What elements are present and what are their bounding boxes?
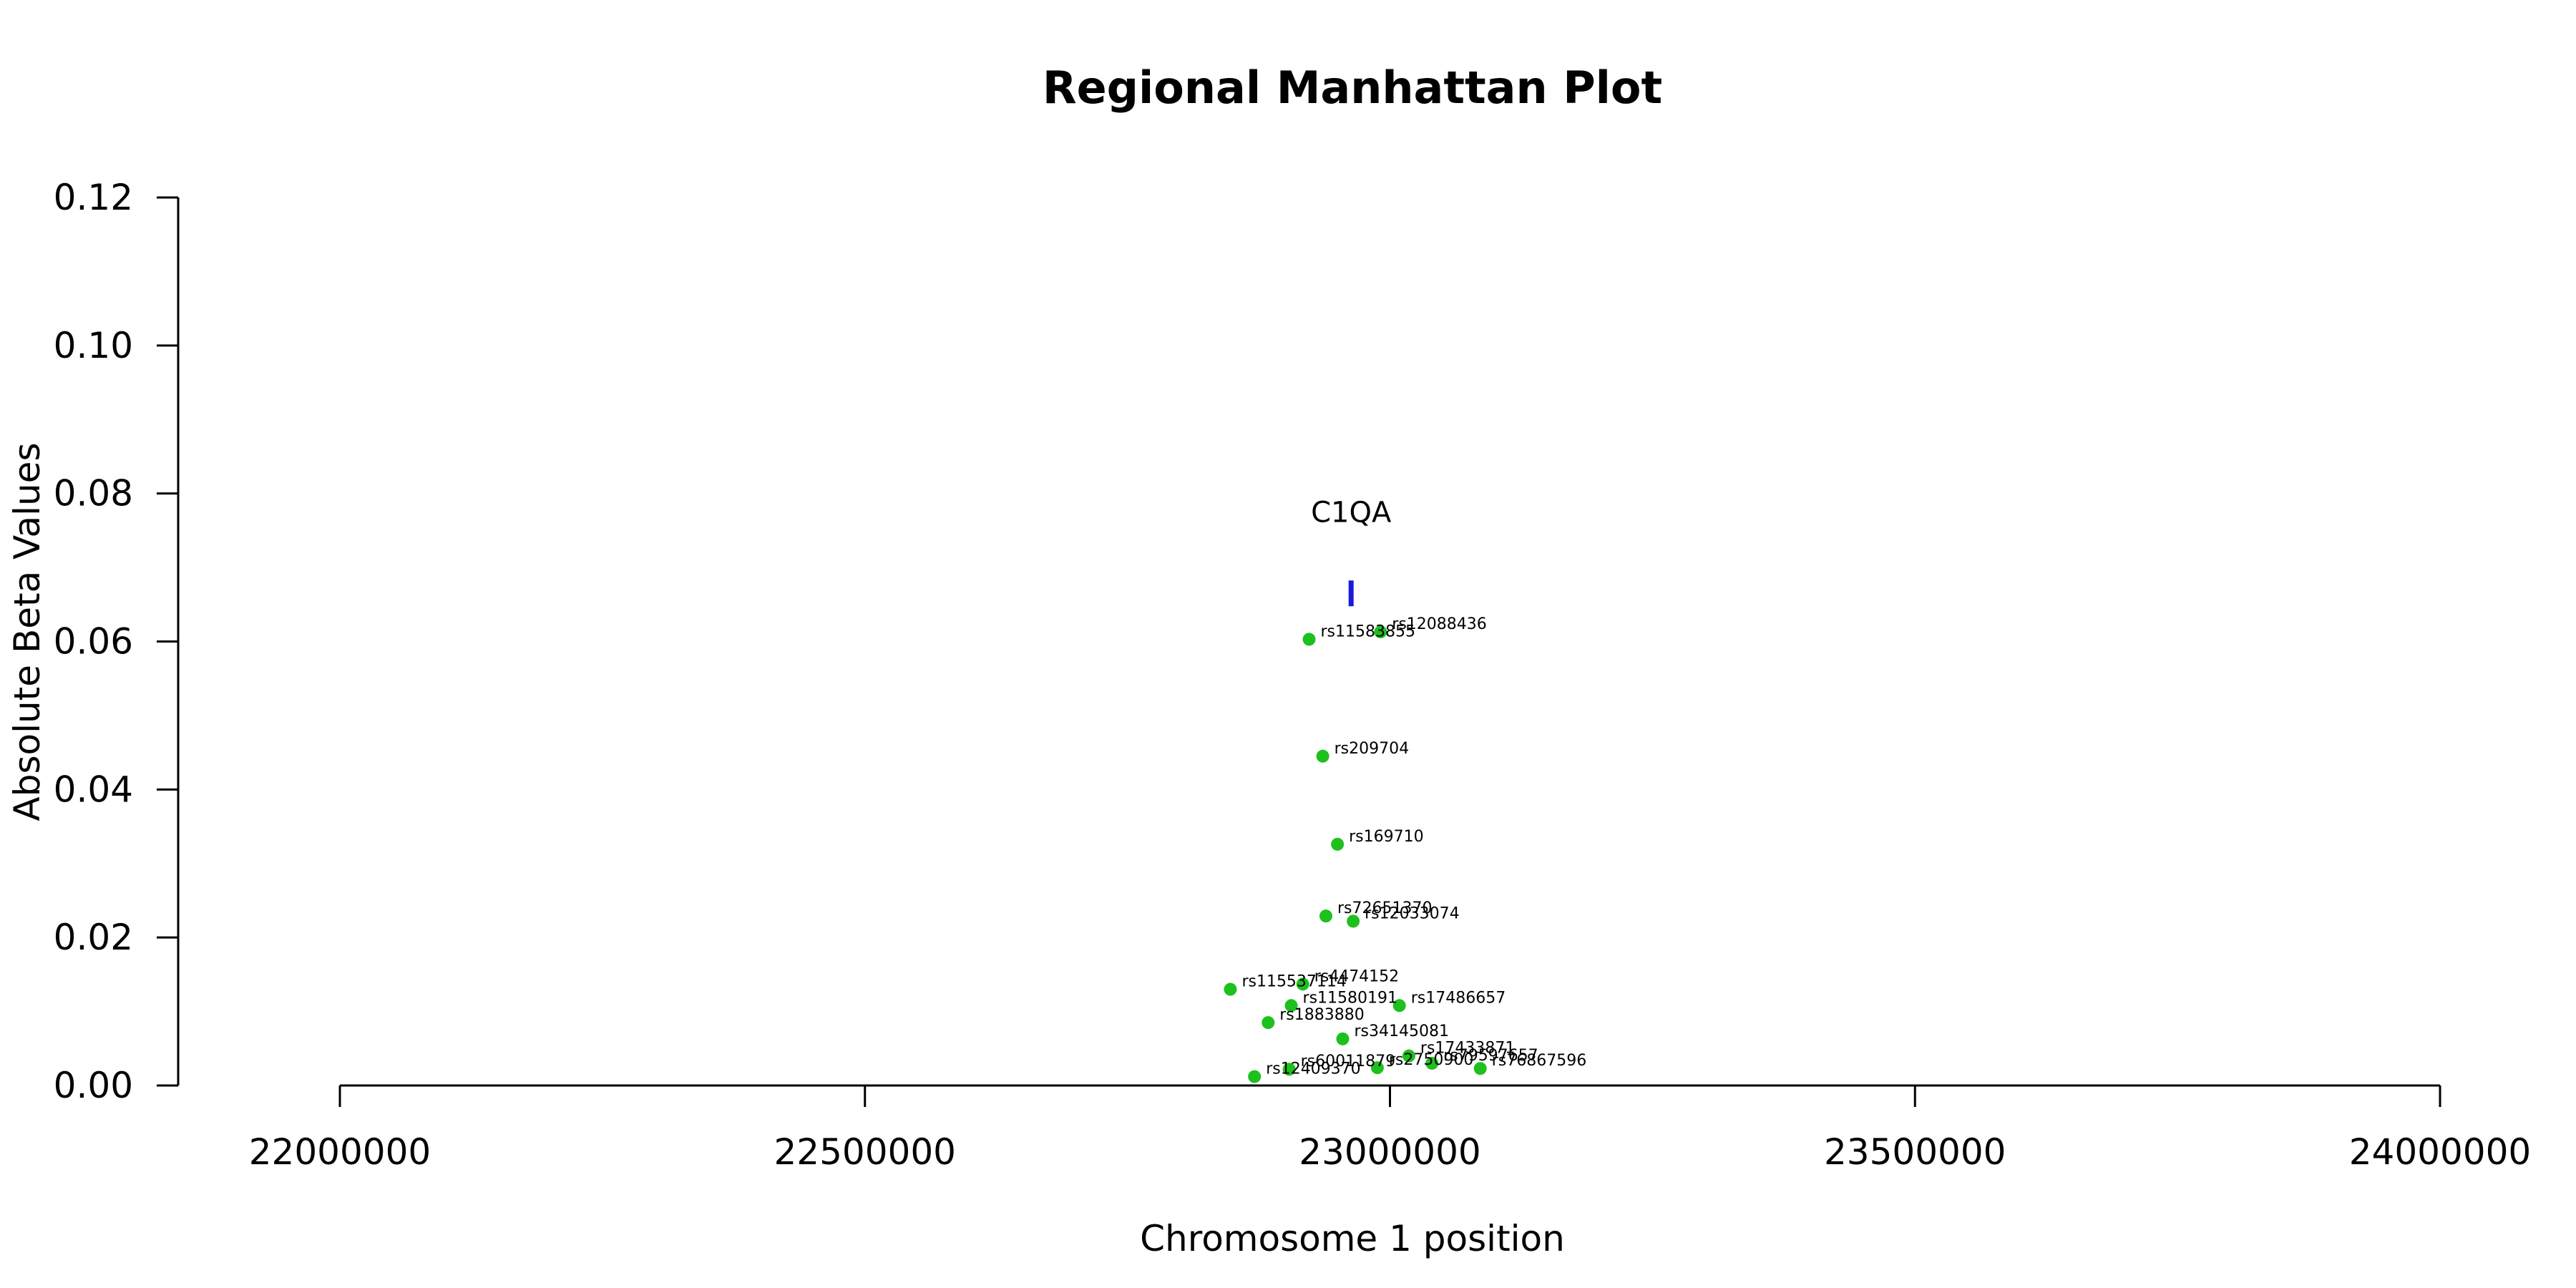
y-tick-label: 0.02 [54, 917, 133, 958]
snp-point [1302, 633, 1316, 646]
snp-label: rs169710 [1349, 828, 1424, 846]
x-axis-label: Chromosome 1 position [1140, 1218, 1565, 1259]
x-tick-label: 22000000 [249, 1131, 431, 1173]
snp-label: rs60011879 [1301, 1053, 1395, 1070]
snp-point [1336, 1032, 1350, 1045]
y-tick-label: 0.00 [54, 1065, 133, 1106]
snp-label: rs34145081 [1354, 1023, 1448, 1040]
snp-label: rs76867596 [1492, 1052, 1586, 1070]
y-tick-label: 0.10 [54, 325, 133, 366]
snp-point [1319, 909, 1332, 923]
snp-label: rs72651370 [1337, 899, 1432, 917]
gene-annotations: C1QA [1311, 496, 1392, 607]
x-tick-label: 23500000 [1824, 1131, 2006, 1173]
x-axis: 22000000 22500000 23000000 23500000 24000000 [249, 1084, 2532, 1173]
snp-label: rs2750900 [1389, 1051, 1474, 1069]
snp-point [1282, 1063, 1296, 1076]
snp-label: rs17486657 [1411, 989, 1506, 1007]
snp-points [1224, 625, 1487, 1083]
y-tick-label: 0.12 [54, 177, 133, 218]
snp-point [1316, 749, 1330, 763]
snp-label: rs11580191 [1303, 989, 1397, 1007]
snp-point [1296, 977, 1309, 991]
snp-point [1248, 1070, 1262, 1083]
x-tick-label: 24000000 [2349, 1131, 2532, 1173]
y-tick-label: 0.04 [54, 769, 133, 810]
snp-label: rs4474152 [1314, 967, 1400, 985]
y-tick-label: 0.08 [54, 473, 133, 514]
y-tick-label: 0.06 [54, 621, 133, 663]
y-axis-label: Absolute Beta Values [6, 443, 48, 821]
snp-label: rs115537114 [1241, 973, 1346, 991]
y-axis: 0.00 0.02 0.04 0.06 0.08 0.10 0.12 [54, 177, 180, 1106]
snp-label: rs12033074 [1365, 904, 1459, 922]
snp-point [1347, 914, 1360, 928]
chart-title: Regional Manhattan Plot [1043, 62, 1662, 114]
x-tick-label: 23000000 [1299, 1131, 1481, 1173]
snp-point [1425, 1056, 1439, 1070]
snp-label: rs12409370 [1266, 1060, 1360, 1078]
snp-label: rs79597657 [1443, 1047, 1538, 1065]
snp-point [1224, 982, 1237, 996]
snp-point [1473, 1062, 1487, 1075]
snp-label: rs1883880 [1279, 1006, 1365, 1024]
snp-label: rs209704 [1335, 740, 1410, 758]
snp-point [1262, 1016, 1275, 1030]
snp-label: rs11583855 [1321, 623, 1415, 640]
snp-label: rs17433871 [1420, 1040, 1515, 1058]
snp-point [1402, 1049, 1415, 1063]
snp-point [1370, 1061, 1384, 1075]
snp-point [1374, 625, 1387, 639]
x-tick-label: 22500000 [774, 1131, 957, 1173]
snp-point [1331, 837, 1345, 851]
snp-label: rs12088436 [1392, 615, 1486, 633]
snp-point [1392, 999, 1406, 1013]
snp-point [1284, 999, 1298, 1013]
gene-label: C1QA [1311, 496, 1392, 529]
